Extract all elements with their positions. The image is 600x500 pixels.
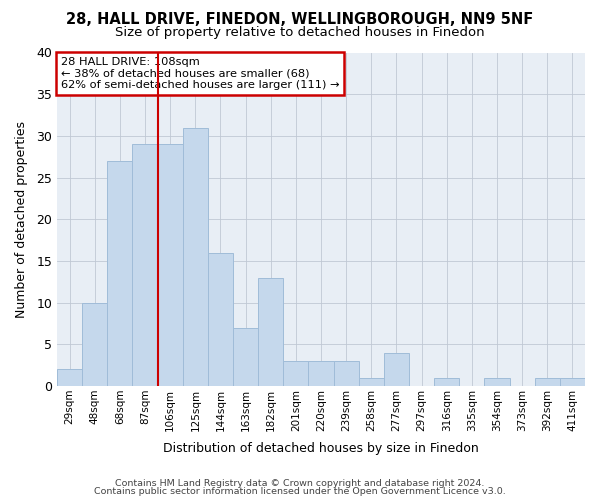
Bar — [535, 378, 560, 386]
Bar — [283, 361, 308, 386]
Text: Contains HM Land Registry data © Crown copyright and database right 2024.: Contains HM Land Registry data © Crown c… — [115, 478, 485, 488]
Bar — [183, 128, 208, 386]
Bar — [484, 378, 509, 386]
Bar — [334, 361, 359, 386]
Bar — [57, 370, 82, 386]
Text: 28 HALL DRIVE: 108sqm
← 38% of detached houses are smaller (68)
62% of semi-deta: 28 HALL DRIVE: 108sqm ← 38% of detached … — [61, 56, 340, 90]
Bar — [233, 328, 258, 386]
Bar — [258, 278, 283, 386]
Bar — [434, 378, 460, 386]
Bar — [133, 144, 158, 386]
Bar — [308, 361, 334, 386]
Bar — [560, 378, 585, 386]
Text: 28, HALL DRIVE, FINEDON, WELLINGBOROUGH, NN9 5NF: 28, HALL DRIVE, FINEDON, WELLINGBOROUGH,… — [67, 12, 533, 28]
Bar — [384, 352, 409, 386]
Bar — [208, 252, 233, 386]
Text: Contains public sector information licensed under the Open Government Licence v3: Contains public sector information licen… — [94, 487, 506, 496]
Bar — [82, 302, 107, 386]
Y-axis label: Number of detached properties: Number of detached properties — [15, 120, 28, 318]
Text: Size of property relative to detached houses in Finedon: Size of property relative to detached ho… — [115, 26, 485, 39]
Bar — [107, 161, 133, 386]
X-axis label: Distribution of detached houses by size in Finedon: Distribution of detached houses by size … — [163, 442, 479, 455]
Bar — [158, 144, 183, 386]
Bar — [359, 378, 384, 386]
